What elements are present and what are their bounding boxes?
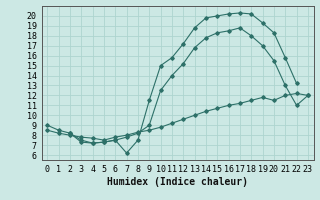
X-axis label: Humidex (Indice chaleur): Humidex (Indice chaleur) (107, 177, 248, 187)
